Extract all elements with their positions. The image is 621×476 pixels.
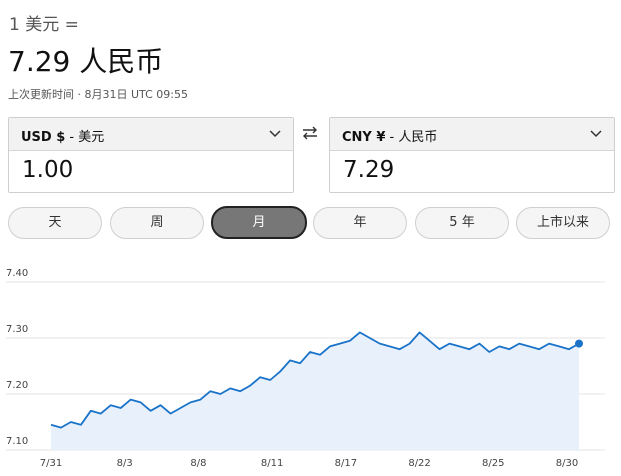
range-tab-day[interactable]: 天 (8, 207, 102, 239)
last-point-marker (575, 339, 583, 348)
from-currency-label: USD $ - 美元 (21, 130, 105, 145)
to-currency-label: CNY ¥ - 人民币 (342, 130, 438, 145)
y-tick-label: 7.10 (6, 436, 28, 447)
x-tick-label: 8/30 (556, 458, 578, 469)
x-tick-label: 8/3 (117, 458, 133, 469)
to-currency-card: CNY ¥ - 人民币 7.29 (329, 117, 615, 193)
exchange-rate-value: 7.29 人民币 (8, 45, 164, 78)
x-tick-label: 7/31 (40, 458, 62, 469)
chevron-down-icon (590, 130, 602, 138)
y-tick-label: 7.40 (6, 268, 28, 279)
x-tick-label: 8/22 (408, 458, 430, 469)
x-tick-label: 8/8 (190, 458, 206, 469)
series-line (50, 331, 580, 429)
x-tick-label: 8/25 (482, 458, 504, 469)
y-tick-label: 7.20 (6, 380, 28, 391)
swap-currencies-icon[interactable] (301, 125, 319, 141)
base-amount-label: 1 美元 = (9, 15, 79, 35)
from-currency-select[interactable]: USD $ - 美元 (9, 118, 293, 151)
chevron-down-icon (269, 130, 281, 138)
range-tab-5-years[interactable]: 5 年 (415, 207, 509, 239)
from-currency-card: USD $ - 美元 1.00 (8, 117, 294, 193)
y-tick-label: 7.30 (6, 324, 28, 335)
exchange-rate-chart: 7.40 7.30 7.20 7.10 7/31 8/3 8/8 8/11 8/17 8/22 8/… (6, 268, 605, 469)
range-tab-year[interactable]: 年 (313, 207, 407, 239)
to-currency-select[interactable]: CNY ¥ - 人民币 (330, 118, 614, 151)
range-tab-all-time[interactable]: 上市以来 (516, 207, 610, 239)
from-amount-input[interactable]: 1.00 (22, 157, 74, 183)
x-tick-label: 8/17 (335, 458, 357, 469)
series-area (51, 332, 579, 450)
range-tab-week[interactable]: 周 (110, 207, 204, 239)
x-tick-label: 8/11 (261, 458, 283, 469)
range-tab-month[interactable]: 月 (211, 206, 307, 239)
last-updated-text: 上次更新时间 · 8月31日 UTC 09:55 (8, 88, 188, 101)
to-amount-input[interactable]: 7.29 (343, 157, 395, 183)
